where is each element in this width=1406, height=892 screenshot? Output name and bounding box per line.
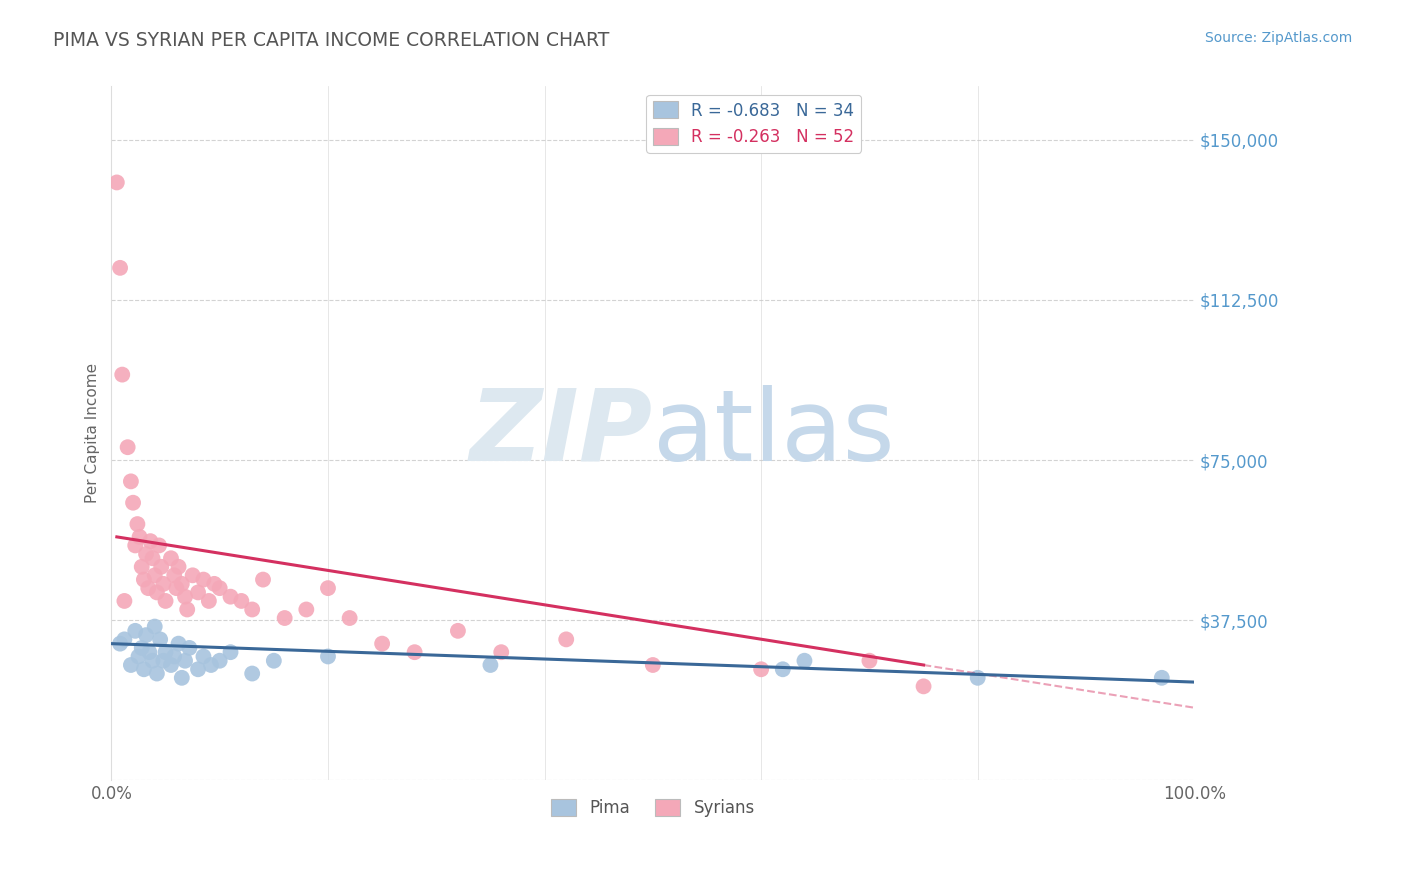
Point [193, 573, 215, 587]
Point [132, 662, 155, 676]
Point [167, 559, 190, 574]
Point [966, 671, 988, 685]
Point [316, 649, 339, 664]
Point [132, 573, 155, 587]
Point [142, 654, 165, 668]
Point [174, 654, 197, 668]
Point [793, 654, 815, 668]
Point [150, 559, 173, 574]
Point [339, 611, 361, 625]
Point [136, 581, 159, 595]
Point [187, 662, 209, 676]
Point [858, 654, 880, 668]
Point [912, 679, 935, 693]
Point [146, 585, 169, 599]
Point [202, 577, 225, 591]
Point [772, 662, 794, 676]
Point [152, 654, 174, 668]
Text: PIMA VS SYRIAN PER CAPITA INCOME CORRELATION CHART: PIMA VS SYRIAN PER CAPITA INCOME CORRELA… [53, 31, 610, 50]
Point [174, 590, 197, 604]
Point [208, 654, 231, 668]
Point [167, 637, 190, 651]
Legend: Pima, Syrians: Pima, Syrians [544, 792, 761, 824]
Point [181, 568, 204, 582]
Point [163, 568, 186, 582]
Point [131, 640, 153, 655]
Point [105, 176, 128, 190]
Point [146, 666, 169, 681]
Text: atlas: atlas [652, 384, 894, 482]
Point [641, 658, 664, 673]
Point [163, 649, 186, 664]
Point [447, 624, 470, 638]
Point [371, 637, 394, 651]
Point [108, 637, 131, 651]
Point [148, 538, 170, 552]
Point [198, 594, 221, 608]
Point [479, 658, 502, 673]
Point [128, 530, 150, 544]
Y-axis label: Per Capita Income: Per Capita Income [86, 363, 100, 503]
Point [139, 534, 162, 549]
Point [142, 551, 165, 566]
Point [160, 551, 183, 566]
Point [120, 475, 142, 489]
Point [124, 624, 146, 638]
Point [112, 594, 135, 608]
Point [135, 547, 157, 561]
Point [176, 602, 198, 616]
Point [155, 645, 177, 659]
Point [165, 581, 187, 595]
Point [749, 662, 772, 676]
Point [219, 590, 242, 604]
Point [1150, 671, 1173, 685]
Point [124, 538, 146, 552]
Point [108, 260, 131, 275]
Point [555, 632, 578, 647]
Point [187, 585, 209, 599]
Point [127, 649, 149, 664]
Point [295, 602, 318, 616]
Point [273, 611, 295, 625]
Point [263, 654, 285, 668]
Point [135, 628, 157, 642]
Point [131, 559, 153, 574]
Point [170, 671, 193, 685]
Point [149, 632, 172, 647]
Point [122, 496, 145, 510]
Text: Source: ZipAtlas.com: Source: ZipAtlas.com [1205, 31, 1353, 45]
Point [112, 632, 135, 647]
Point [127, 517, 149, 532]
Point [193, 649, 215, 664]
Point [179, 640, 201, 655]
Point [316, 581, 339, 595]
Point [231, 594, 253, 608]
Point [240, 666, 263, 681]
Point [200, 658, 222, 673]
Point [404, 645, 426, 659]
Point [252, 573, 274, 587]
Point [219, 645, 242, 659]
Point [155, 594, 177, 608]
Point [240, 602, 263, 616]
Point [111, 368, 134, 382]
Point [152, 577, 174, 591]
Point [138, 645, 160, 659]
Point [491, 645, 513, 659]
Point [160, 658, 183, 673]
Point [208, 581, 231, 595]
Point [143, 568, 166, 582]
Point [143, 619, 166, 633]
Point [117, 440, 139, 454]
Point [170, 577, 193, 591]
Text: ZIP: ZIP [470, 384, 652, 482]
Point [120, 658, 142, 673]
